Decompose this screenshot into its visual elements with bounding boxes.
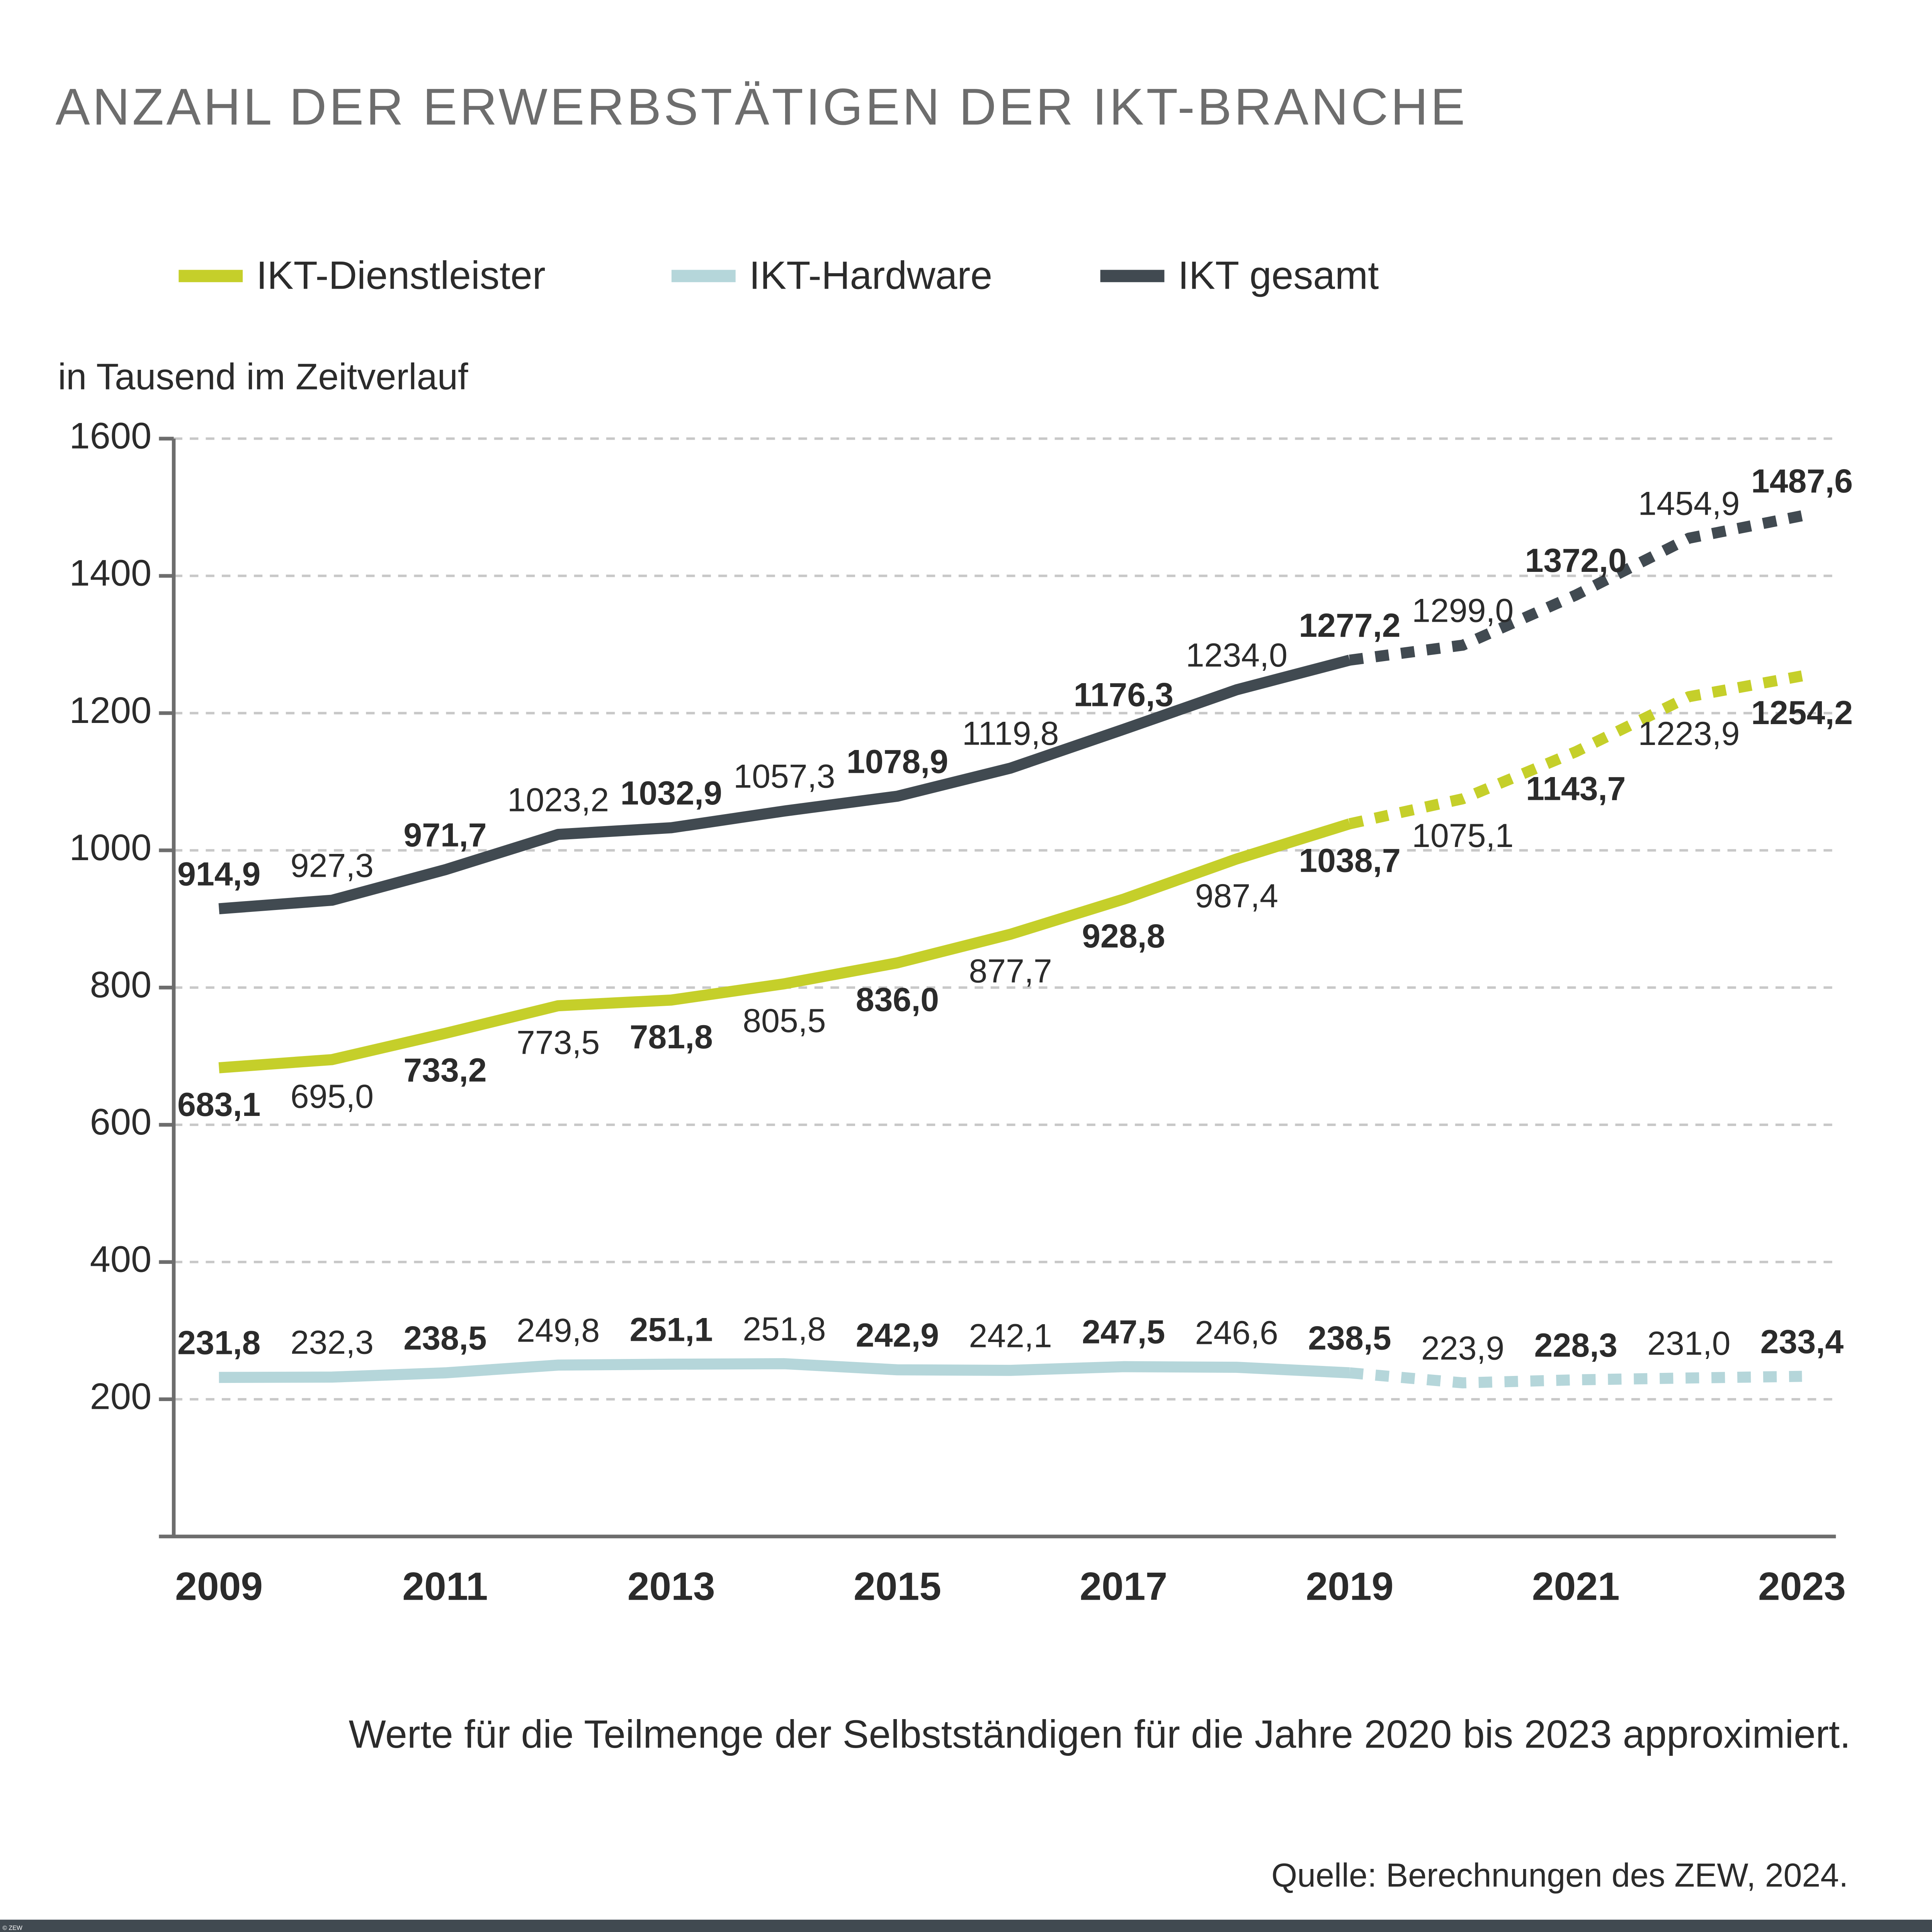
x-tick-label: 2019 [1306, 1564, 1393, 1608]
series-line-dashed [1349, 510, 1803, 666]
data-label: 231,8 [177, 1325, 260, 1362]
data-label: 1057,3 [733, 758, 835, 795]
y-tick-label: 600 [90, 1101, 152, 1143]
series-line [218, 655, 1351, 915]
y-tick-label: 1600 [69, 415, 151, 456]
data-label: 1032,9 [621, 775, 722, 812]
x-tick-label: 2023 [1758, 1564, 1846, 1608]
y-tick-label: 200 [90, 1376, 152, 1417]
data-label: 1038,7 [1299, 842, 1400, 879]
data-label: 971,7 [403, 817, 486, 854]
data-label: 233,4 [1760, 1323, 1844, 1361]
series-line [219, 1358, 1350, 1383]
x-tick-label: 2021 [1532, 1564, 1620, 1608]
data-label: 1075,1 [1412, 817, 1514, 854]
y-tick-label: 1000 [69, 827, 151, 868]
data-label: 232,3 [291, 1324, 374, 1361]
data-label: 1078,9 [847, 743, 948, 780]
data-label: 246,6 [1195, 1314, 1278, 1351]
data-label: 1372,0 [1525, 542, 1627, 579]
data-label: 1023,2 [507, 781, 609, 818]
data-label: 781,8 [629, 1019, 713, 1056]
data-label: 1234,0 [1186, 637, 1287, 674]
y-axis-label: in Tausend im Zeitverlauf [58, 356, 468, 397]
data-label: 231,0 [1647, 1325, 1730, 1362]
data-label: 836,0 [856, 981, 939, 1019]
chart-title: ANZAHL DER ERWERBSTÄTIGEN DER IKT-BRANCH… [55, 78, 1467, 136]
data-label: 1143,7 [1526, 770, 1626, 807]
copyright: © ZEW [2, 1925, 22, 1932]
footer-bar [0, 1920, 1932, 1932]
data-label: 1277,2 [1299, 607, 1400, 644]
y-tick-label: 400 [90, 1238, 152, 1280]
series-line [218, 818, 1352, 1073]
data-label: 733,2 [403, 1052, 486, 1089]
source: Quelle: Berechnungen des ZEW, 2024. [1271, 1857, 1848, 1894]
data-label: 805,5 [743, 1002, 826, 1039]
y-tick-label: 1200 [69, 690, 151, 731]
data-label: 242,9 [856, 1317, 939, 1354]
data-label: 242,1 [969, 1317, 1052, 1354]
data-label: 914,9 [177, 856, 260, 893]
data-label: 877,7 [969, 953, 1052, 990]
data-label: 238,5 [403, 1320, 486, 1357]
data-label: 238,5 [1308, 1320, 1391, 1357]
data-label: 249,8 [517, 1312, 600, 1349]
note: Werte für die Teilmenge der Selbstständi… [349, 1712, 1851, 1756]
legend-label: IKT-Dienstleister [256, 253, 545, 298]
x-tick-label: 2013 [628, 1564, 715, 1608]
data-label: 228,3 [1534, 1327, 1617, 1364]
legend-label: IKT gesamt [1178, 253, 1379, 298]
data-label: 1254,2 [1751, 694, 1853, 731]
data-label: 1176,3 [1073, 676, 1173, 713]
data-label: 987,4 [1195, 878, 1278, 915]
x-tick-label: 2009 [175, 1564, 263, 1608]
data-label: 695,0 [291, 1078, 374, 1115]
y-tick-label: 1400 [69, 553, 151, 594]
data-label: 1119,8 [962, 715, 1059, 752]
data-label: 928,8 [1082, 918, 1165, 955]
legend-label: IKT-Hardware [749, 253, 992, 298]
data-label: 1223,9 [1638, 715, 1740, 752]
data-label: 251,8 [743, 1311, 826, 1348]
data-label: 247,5 [1082, 1314, 1165, 1351]
data-label: 1454,9 [1638, 485, 1740, 522]
x-tick-label: 2015 [854, 1564, 941, 1608]
series-line-dashed [1348, 670, 1803, 829]
x-tick-label: 2017 [1080, 1564, 1167, 1608]
data-label: 1299,0 [1412, 592, 1514, 629]
series-line-dashed [1349, 1367, 1802, 1389]
y-tick-label: 800 [90, 964, 152, 1005]
data-label: 683,1 [177, 1086, 260, 1123]
data-label: 1487,6 [1751, 463, 1853, 500]
data-label: 927,3 [291, 847, 374, 884]
data-label: 251,1 [629, 1311, 713, 1348]
data-label: 773,5 [517, 1024, 600, 1061]
data-label: 223,9 [1421, 1330, 1504, 1367]
x-tick-label: 2011 [402, 1564, 488, 1608]
